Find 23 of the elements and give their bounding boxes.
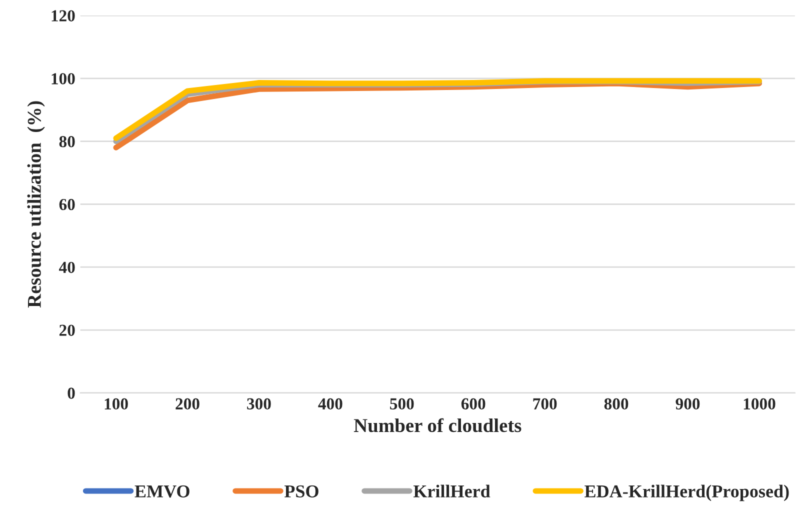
x-tick-label: 900 (676, 398, 700, 410)
y-tick-label: 0 (68, 388, 75, 399)
y-tick-label: 100 (52, 73, 75, 84)
y-tick-label: 20 (59, 324, 75, 336)
legend-label: EMVO (134, 485, 190, 498)
legend-label: EDA-KrillHerd(Proposed) (584, 484, 789, 502)
x-axis-title: Number of cloudlets (354, 418, 522, 432)
y-tick-label: 40 (59, 262, 75, 274)
y-tick-label: 80 (59, 136, 75, 148)
x-tick-label: 400 (318, 398, 342, 410)
x-tick-label: 1000 (744, 398, 776, 410)
x-tick-label: 100 (104, 398, 128, 410)
y-tick-label: 60 (59, 198, 75, 210)
x-tick-label: 800 (604, 398, 628, 410)
x-tick-label: 200 (176, 398, 200, 410)
y-axis-title: Resource utilization (%) (27, 101, 45, 308)
y-tick-label: 120 (52, 10, 75, 22)
legend-label: KrillHerd (413, 484, 490, 498)
x-tick-label: 600 (461, 398, 486, 410)
x-tick-label: 500 (390, 398, 414, 410)
legend-label: PSO (284, 485, 318, 498)
x-tick-label: 700 (533, 398, 557, 410)
x-tick-label: 300 (247, 398, 271, 410)
